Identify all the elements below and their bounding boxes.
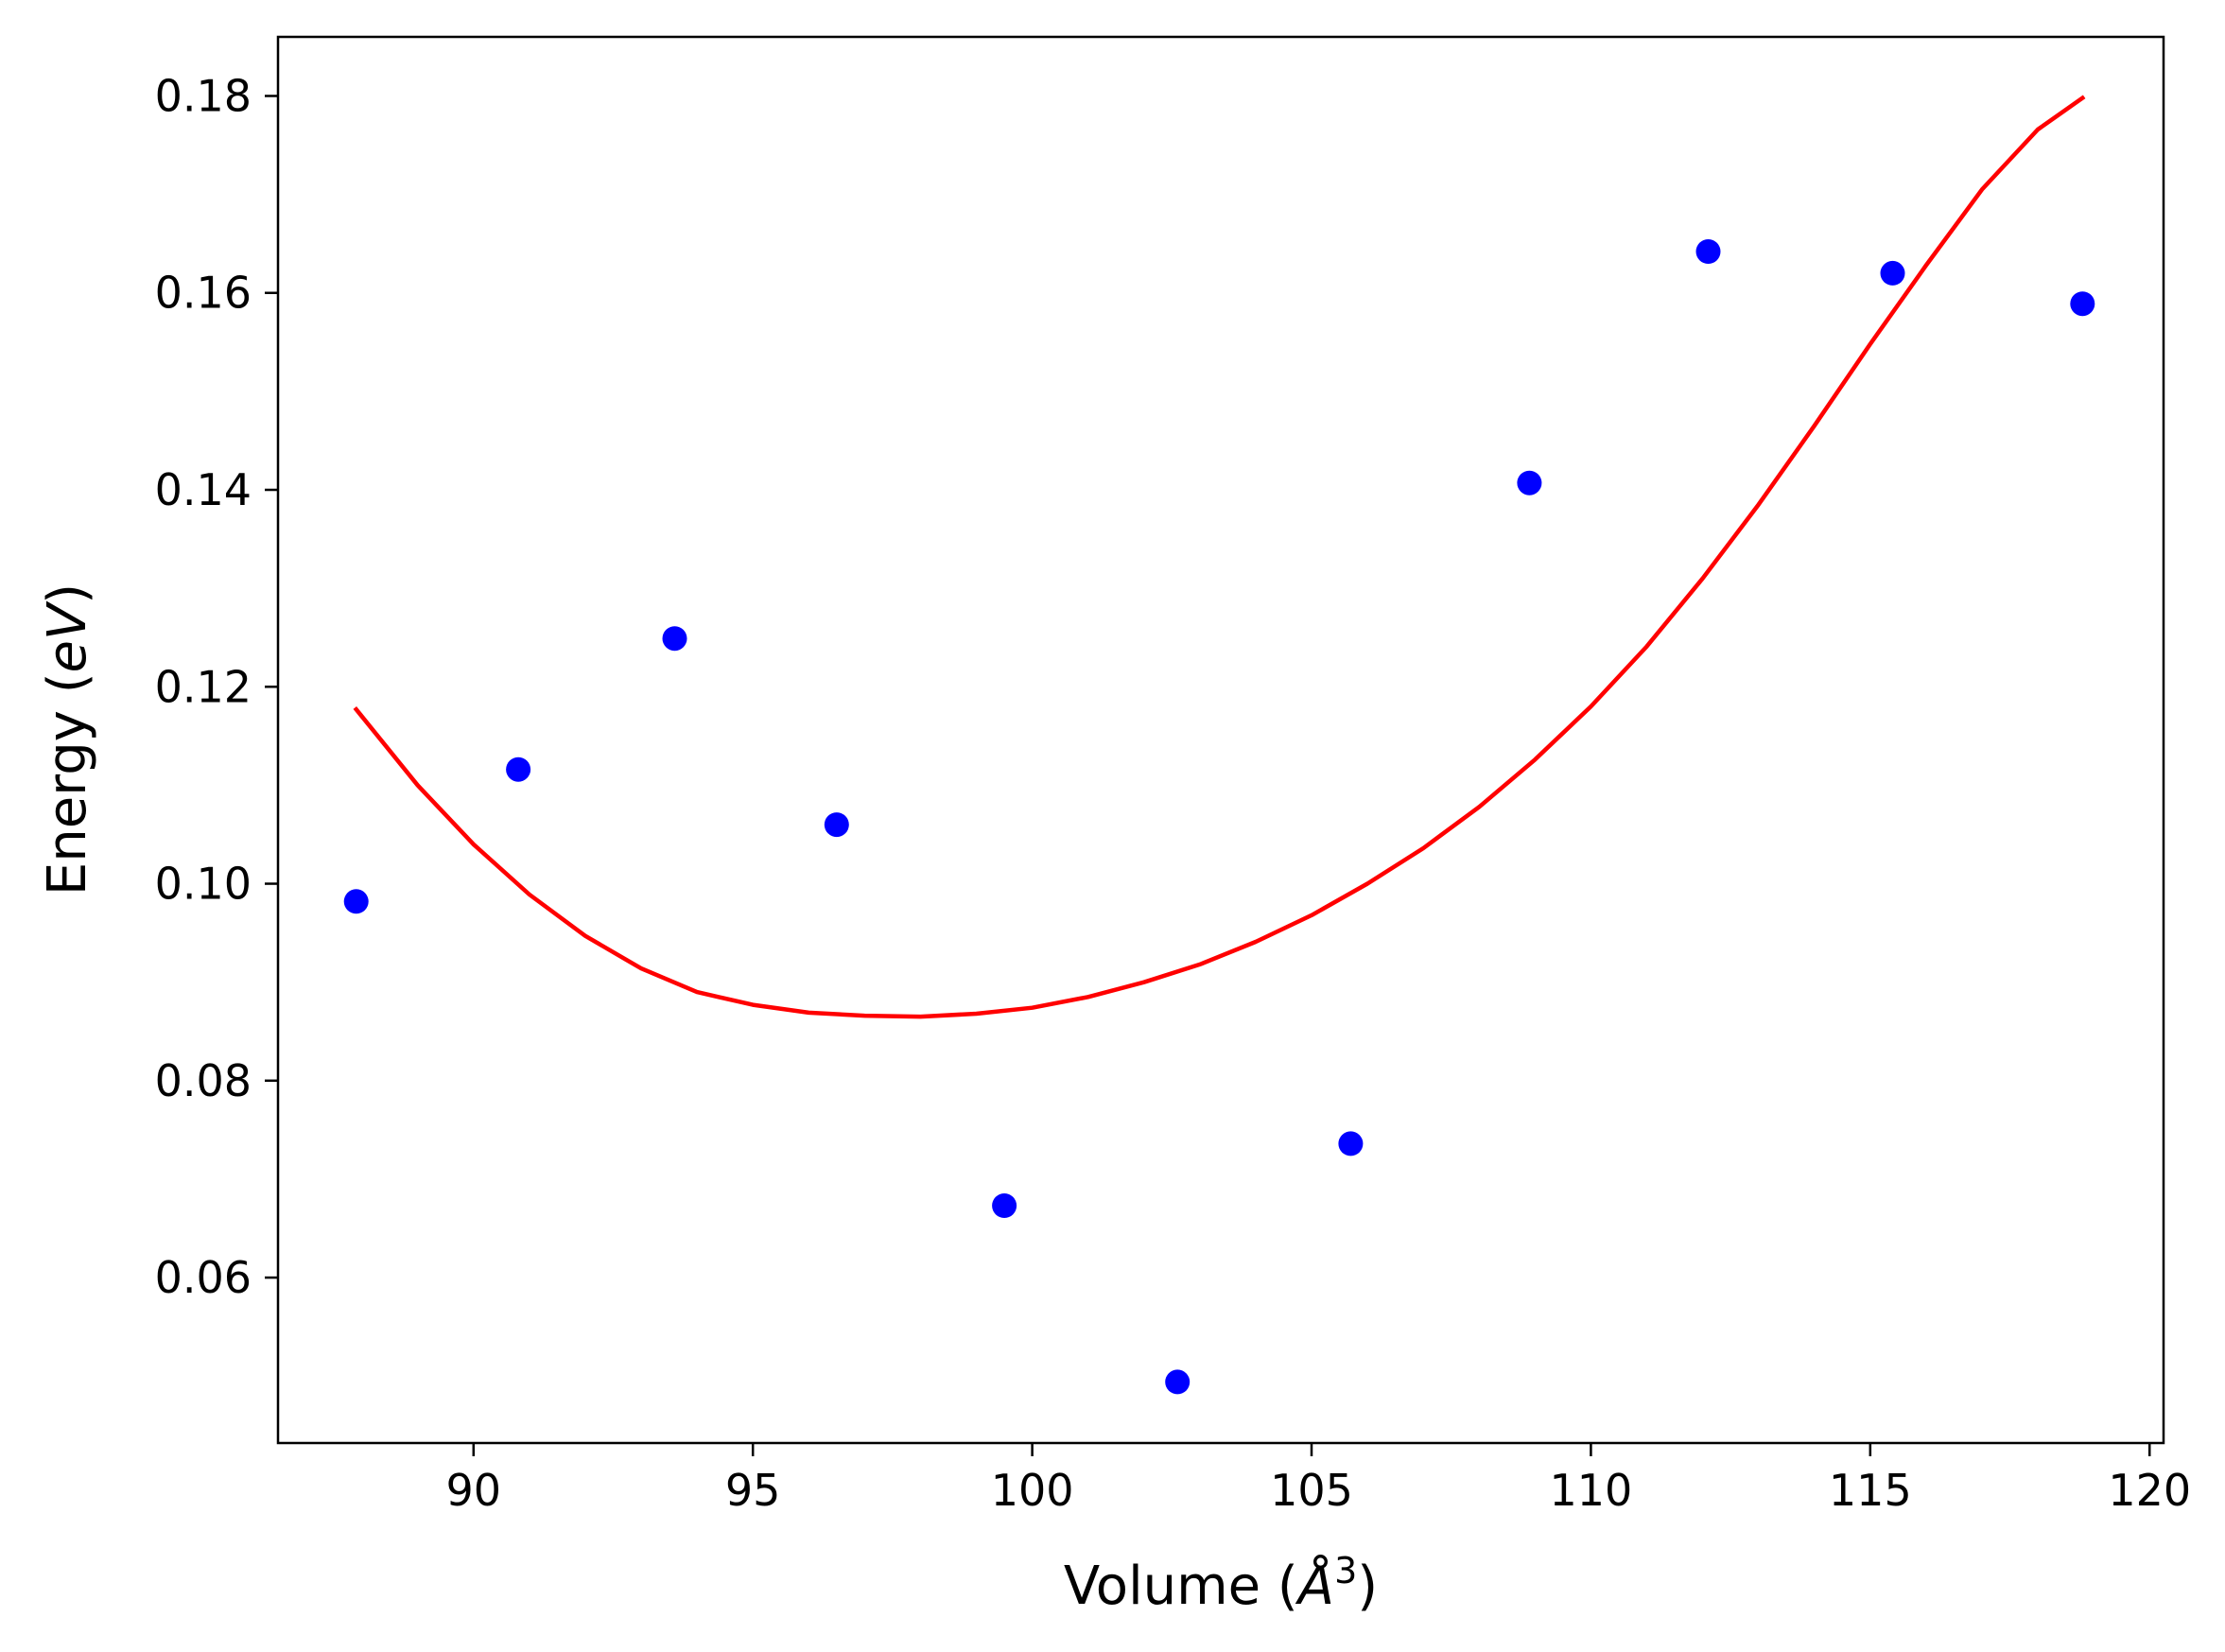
x-tick-label: 120 [2108,1465,2191,1516]
x-axis: 90 95 100 105 110 115 120 [446,1443,2191,1516]
x-tick-label: 95 [725,1465,781,1516]
x-tick-label: 110 [1550,1465,1633,1516]
plot-area [278,37,2164,1443]
x-tick-label: 90 [446,1465,502,1516]
y-axis-label: Energy (eV) [37,583,98,896]
data-point [1338,1131,1364,1156]
fit-curve-layer [353,95,2086,1019]
data-point [506,756,531,782]
plot-frame [276,35,2165,1445]
data-point [824,812,849,838]
data-point [1880,260,1905,286]
y-tick-label: 0.14 [155,464,252,515]
data-point [1165,1369,1191,1395]
scatter-points-layer [343,239,2095,1395]
data-point [2070,291,2095,317]
data-point [1695,239,1721,264]
data-point [662,626,687,652]
data-point [343,889,369,914]
y-tick-label: 0.12 [155,661,252,712]
x-axis-label: Volume (Å3) [1064,1550,1378,1617]
y-axis: 0.06 0.08 0.10 0.12 0.14 0.16 0.18 [155,70,278,1303]
x-tick-label: 115 [1829,1465,1912,1516]
data-point [1517,470,1542,496]
y-tick-label: 0.08 [155,1055,252,1106]
y-tick-label: 0.10 [155,859,252,910]
x-tick-label: 100 [991,1465,1074,1516]
y-tick-label: 0.18 [155,70,252,121]
y-tick-label: 0.06 [155,1252,252,1303]
data-point [992,1193,1017,1218]
x-tick-label: 105 [1270,1465,1353,1516]
y-tick-label: 0.16 [155,268,252,319]
fit-curve-line [353,95,2086,1019]
